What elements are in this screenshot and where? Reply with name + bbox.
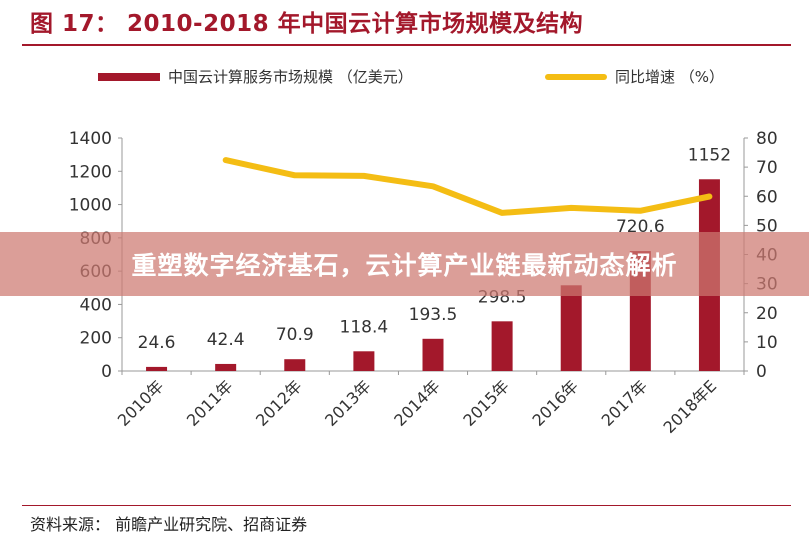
left-tick-label: 1000 xyxy=(69,196,112,216)
x-tick-label: 2013年 xyxy=(321,376,375,430)
bar-value-label: 1152 xyxy=(688,145,731,165)
bar-value-label: 42.4 xyxy=(207,330,245,350)
right-tick-label: 10 xyxy=(756,333,778,353)
x-tick-label: 2018年E xyxy=(660,376,721,437)
x-tick-label: 2014年 xyxy=(390,376,444,430)
bar xyxy=(146,367,167,371)
source-divider xyxy=(22,505,791,506)
right-tick-label: 0 xyxy=(756,362,767,382)
x-tick-label: 2015年 xyxy=(459,376,513,430)
x-tick-label: 2017年 xyxy=(598,376,652,430)
left-tick-label: 1400 xyxy=(69,129,112,149)
x-tick-label: 2016年 xyxy=(528,376,582,430)
bar xyxy=(353,351,374,371)
bar-value-label: 24.6 xyxy=(138,333,176,353)
banner-text: 重塑数字经济基石，云计算产业链最新动态解析 xyxy=(131,246,677,282)
left-tick-label: 0 xyxy=(101,362,112,382)
headline-banner: 重塑数字经济基石，云计算产业链最新动态解析 xyxy=(0,232,809,296)
growth-line xyxy=(226,160,710,213)
bar xyxy=(284,359,305,371)
right-tick-label: 70 xyxy=(756,158,778,178)
right-tick-label: 20 xyxy=(756,304,778,324)
left-tick-label: 200 xyxy=(80,329,112,349)
bar-value-label: 193.5 xyxy=(409,305,458,325)
bar xyxy=(492,321,513,371)
bar xyxy=(215,364,236,371)
left-tick-label: 1200 xyxy=(69,162,112,182)
source-note: 资料来源： 前瞻产业研究院、招商证券 xyxy=(30,511,307,535)
right-tick-label: 60 xyxy=(756,187,778,207)
bar-value-label: 118.4 xyxy=(340,317,389,337)
x-tick-label: 2012年 xyxy=(252,376,306,430)
right-tick-label: 80 xyxy=(756,129,778,149)
left-tick-label: 400 xyxy=(80,295,112,315)
bar xyxy=(423,339,444,371)
bar xyxy=(561,285,582,371)
x-tick-label: 2010年 xyxy=(114,376,168,430)
bar-value-label: 70.9 xyxy=(276,325,314,345)
x-tick-label: 2011年 xyxy=(183,376,237,430)
